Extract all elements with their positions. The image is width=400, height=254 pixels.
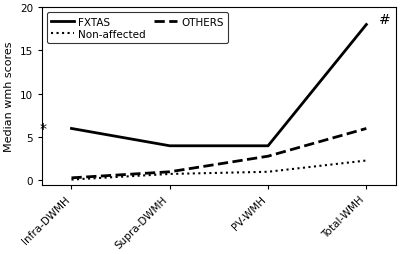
Y-axis label: Median wmh scores: Median wmh scores [4,42,14,152]
Text: *: * [40,122,46,136]
Text: #: # [379,13,390,27]
Legend: FXTAS, Non-affected, OTHERS, : FXTAS, Non-affected, OTHERS, [47,13,228,44]
